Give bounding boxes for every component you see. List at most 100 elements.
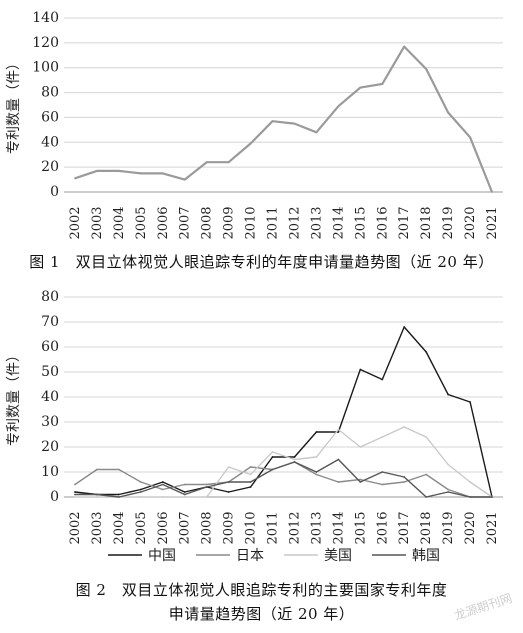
data-point [403,45,406,48]
y-tick-label: 0 [50,184,59,200]
x-tick-label: 2012 [287,206,302,239]
data-point [447,393,450,396]
data-point [271,468,274,471]
x-tick-label: 2017 [397,511,412,544]
y-tick-label: 0 [50,489,59,505]
data-point [425,351,428,353]
x-tick-label: 2011 [266,206,281,239]
x-tick-label: 2002 [68,206,83,239]
data-point [183,491,186,493]
data-point [249,466,252,468]
x-tick-label: 2008 [200,206,215,239]
data-point [96,468,98,471]
x-tick-label: 2007 [178,511,193,544]
chart-1: 0 20 40 60 80 100 120 140 2002 2003 2004 2005 2006 20… [6,10,503,240]
data-point [74,496,76,498]
data-point [469,496,471,498]
data-point [161,496,164,498]
data-point [139,172,142,175]
data-point [469,481,471,483]
data-point [139,481,142,483]
x-tick-label: 2008 [200,511,215,544]
series-line-1 [74,461,492,498]
y-tick-label: 20 [41,159,59,175]
legend-label: 美国 [324,548,352,564]
y-axis-label: 专利数量（件） [6,56,22,154]
data-point [337,428,340,431]
x-tick-label: 2009 [222,206,237,239]
figure-2-caption-line-2: 申请量趋势图（近 20 年） [168,605,355,623]
x-tick-label: 2003 [90,206,105,239]
data-point [425,473,428,476]
y-tick-label: 40 [41,389,59,405]
figure-1-caption-text: 图 1 双目立体视觉人眼追踪专利的年度申请量趋势图（近 20 年） [29,253,494,271]
legend-label: 韩国 [412,548,440,564]
data-point [469,401,471,403]
data-point [381,82,384,85]
data-point [161,481,164,483]
y-tick-label: 50 [41,364,59,380]
data-point [359,368,362,371]
data-point [271,451,274,453]
series-line-3 [75,458,492,498]
data-point [469,136,471,139]
data-point [425,436,428,438]
y-tick-label: 120 [32,35,59,51]
x-tick-label: 2004 [112,206,127,239]
x-tick-label: 2018 [419,511,434,544]
data-point [293,461,296,463]
data-point [161,172,164,175]
data-point [403,481,406,483]
data-point [227,466,230,468]
x-tick-label: 2019 [441,206,456,239]
data-point [315,471,318,473]
y-tick-label: 80 [41,85,59,101]
x-tick-label: 2002 [68,511,83,544]
data-point [425,68,428,70]
y-tick-label: 70 [41,314,59,330]
data-point [74,493,76,496]
x-tick-label: 2020 [463,511,478,544]
data-point [315,131,318,134]
x-tick-label: 2004 [112,511,127,544]
y-tick-label: 10 [41,464,59,480]
data-point [205,483,208,486]
data-point [447,111,450,114]
data-point [139,496,142,498]
data-point [359,478,362,481]
data-point [183,178,186,181]
data-point [161,483,164,486]
data-point [491,191,493,193]
x-tick-label: 2019 [441,511,456,544]
figure-2-caption: 图 2 双目立体视觉人眼追踪专利的主要国家专利年度 申请量趋势图（近 20 年） [0,578,523,626]
x-tick-label: 2018 [419,206,434,239]
data-point [227,161,230,164]
data-point [249,481,252,483]
data-point [96,493,98,496]
data-point [183,483,186,486]
x-tick-label: 2021 [485,206,500,239]
series-line-0 [74,45,494,193]
series-line-0 [74,326,493,498]
x-tick-label: 2007 [178,206,193,239]
x-tick-label: 2005 [134,511,149,544]
data-point [249,142,252,145]
legend-label: 中国 [148,548,176,564]
data-point [293,458,296,461]
x-tick-label: 2003 [90,511,105,544]
y-tick-label: 30 [41,414,59,430]
series-line-2 [75,426,493,498]
data-point [74,177,76,180]
data-point [139,491,142,493]
y-axis-label: 专利数量（件） [6,348,22,446]
data-point [359,86,362,89]
data-point [74,483,76,486]
x-tick-label: 2013 [309,511,324,544]
data-point [183,496,186,498]
y-tick-label: 80 [41,289,59,305]
x-tick-label: 2006 [156,511,171,544]
data-point [425,496,428,498]
y-tick-label: 100 [32,60,59,76]
figure-2-caption-line-1: 图 2 双目立体视觉人眼追踪专利的主要国家专利年度 [75,581,448,599]
data-point [117,493,120,496]
